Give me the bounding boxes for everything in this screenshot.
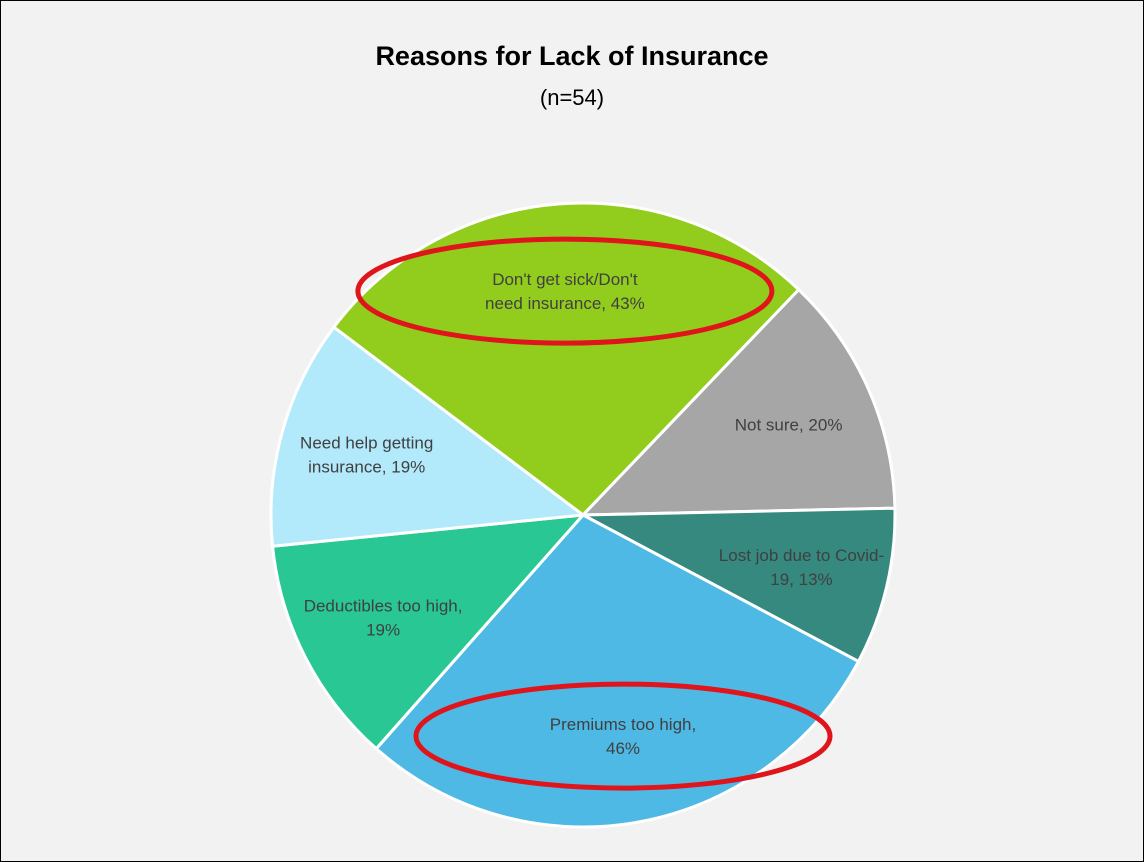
- slice-label-line: 46%: [606, 739, 640, 758]
- slice-label-line: 19, 13%: [770, 570, 832, 589]
- slice-label-line: Deductibles too high,: [304, 596, 463, 615]
- chart-title: Reasons for Lack of Insurance: [375, 41, 769, 71]
- slice-label-lost-job-due-to-covid-19: Lost job due to Covid- 19, 13%: [719, 546, 884, 589]
- slice-label-premiums-too-high: Premiums too high, 46%: [550, 715, 696, 758]
- pie-slices: [269, 201, 897, 829]
- pie-slice-premiums-too-high: [374, 513, 860, 829]
- highlight-ellipses: [355, 236, 833, 791]
- slice-label-line: Premiums too high,: [550, 715, 696, 734]
- pie-slice-not-sure: [581, 288, 897, 517]
- slice-label-line: Need help getting: [300, 434, 433, 453]
- slice-label-line: insurance, 19%: [308, 458, 425, 477]
- highlight-ellipse-premiums-too-high: [413, 681, 833, 791]
- slice-label-not-sure: Not sure, 20%: [735, 416, 843, 435]
- chart-subtitle: (n=54): [539, 85, 605, 110]
- slice-label-line: need insurance, 43%: [485, 294, 645, 313]
- slice-label-line: Not sure, 20%: [735, 416, 843, 435]
- highlight-ellipse-don-t-get-sick-don-t-need-insurance: [355, 236, 775, 346]
- slice-label-line: Don't get sick/Don't: [492, 270, 638, 289]
- pie-slice-need-help-getting-insurance: [269, 325, 585, 548]
- slice-label-need-help-getting-insurance: Need help getting insurance, 19%: [300, 434, 433, 477]
- slice-label-line: 19%: [366, 620, 400, 639]
- pie-slice-lost-job-due-to-covid-19: [581, 506, 897, 663]
- slice-label-line: Lost job due to Covid-: [719, 546, 884, 565]
- slice-label-don-t-get-sick-don-t-need-insurance: Don't get sick/Don't need insurance, 43%: [485, 270, 645, 313]
- pie-slice-deductibles-too-high: [271, 513, 585, 751]
- pie-labels: Don't get sick/Don't need insurance, 43% N…: [300, 270, 884, 758]
- pie-slice-don-t-get-sick-don-t-need-insurance: [332, 201, 801, 517]
- slice-label-deductibles-too-high: Deductibles too high, 19%: [304, 596, 463, 639]
